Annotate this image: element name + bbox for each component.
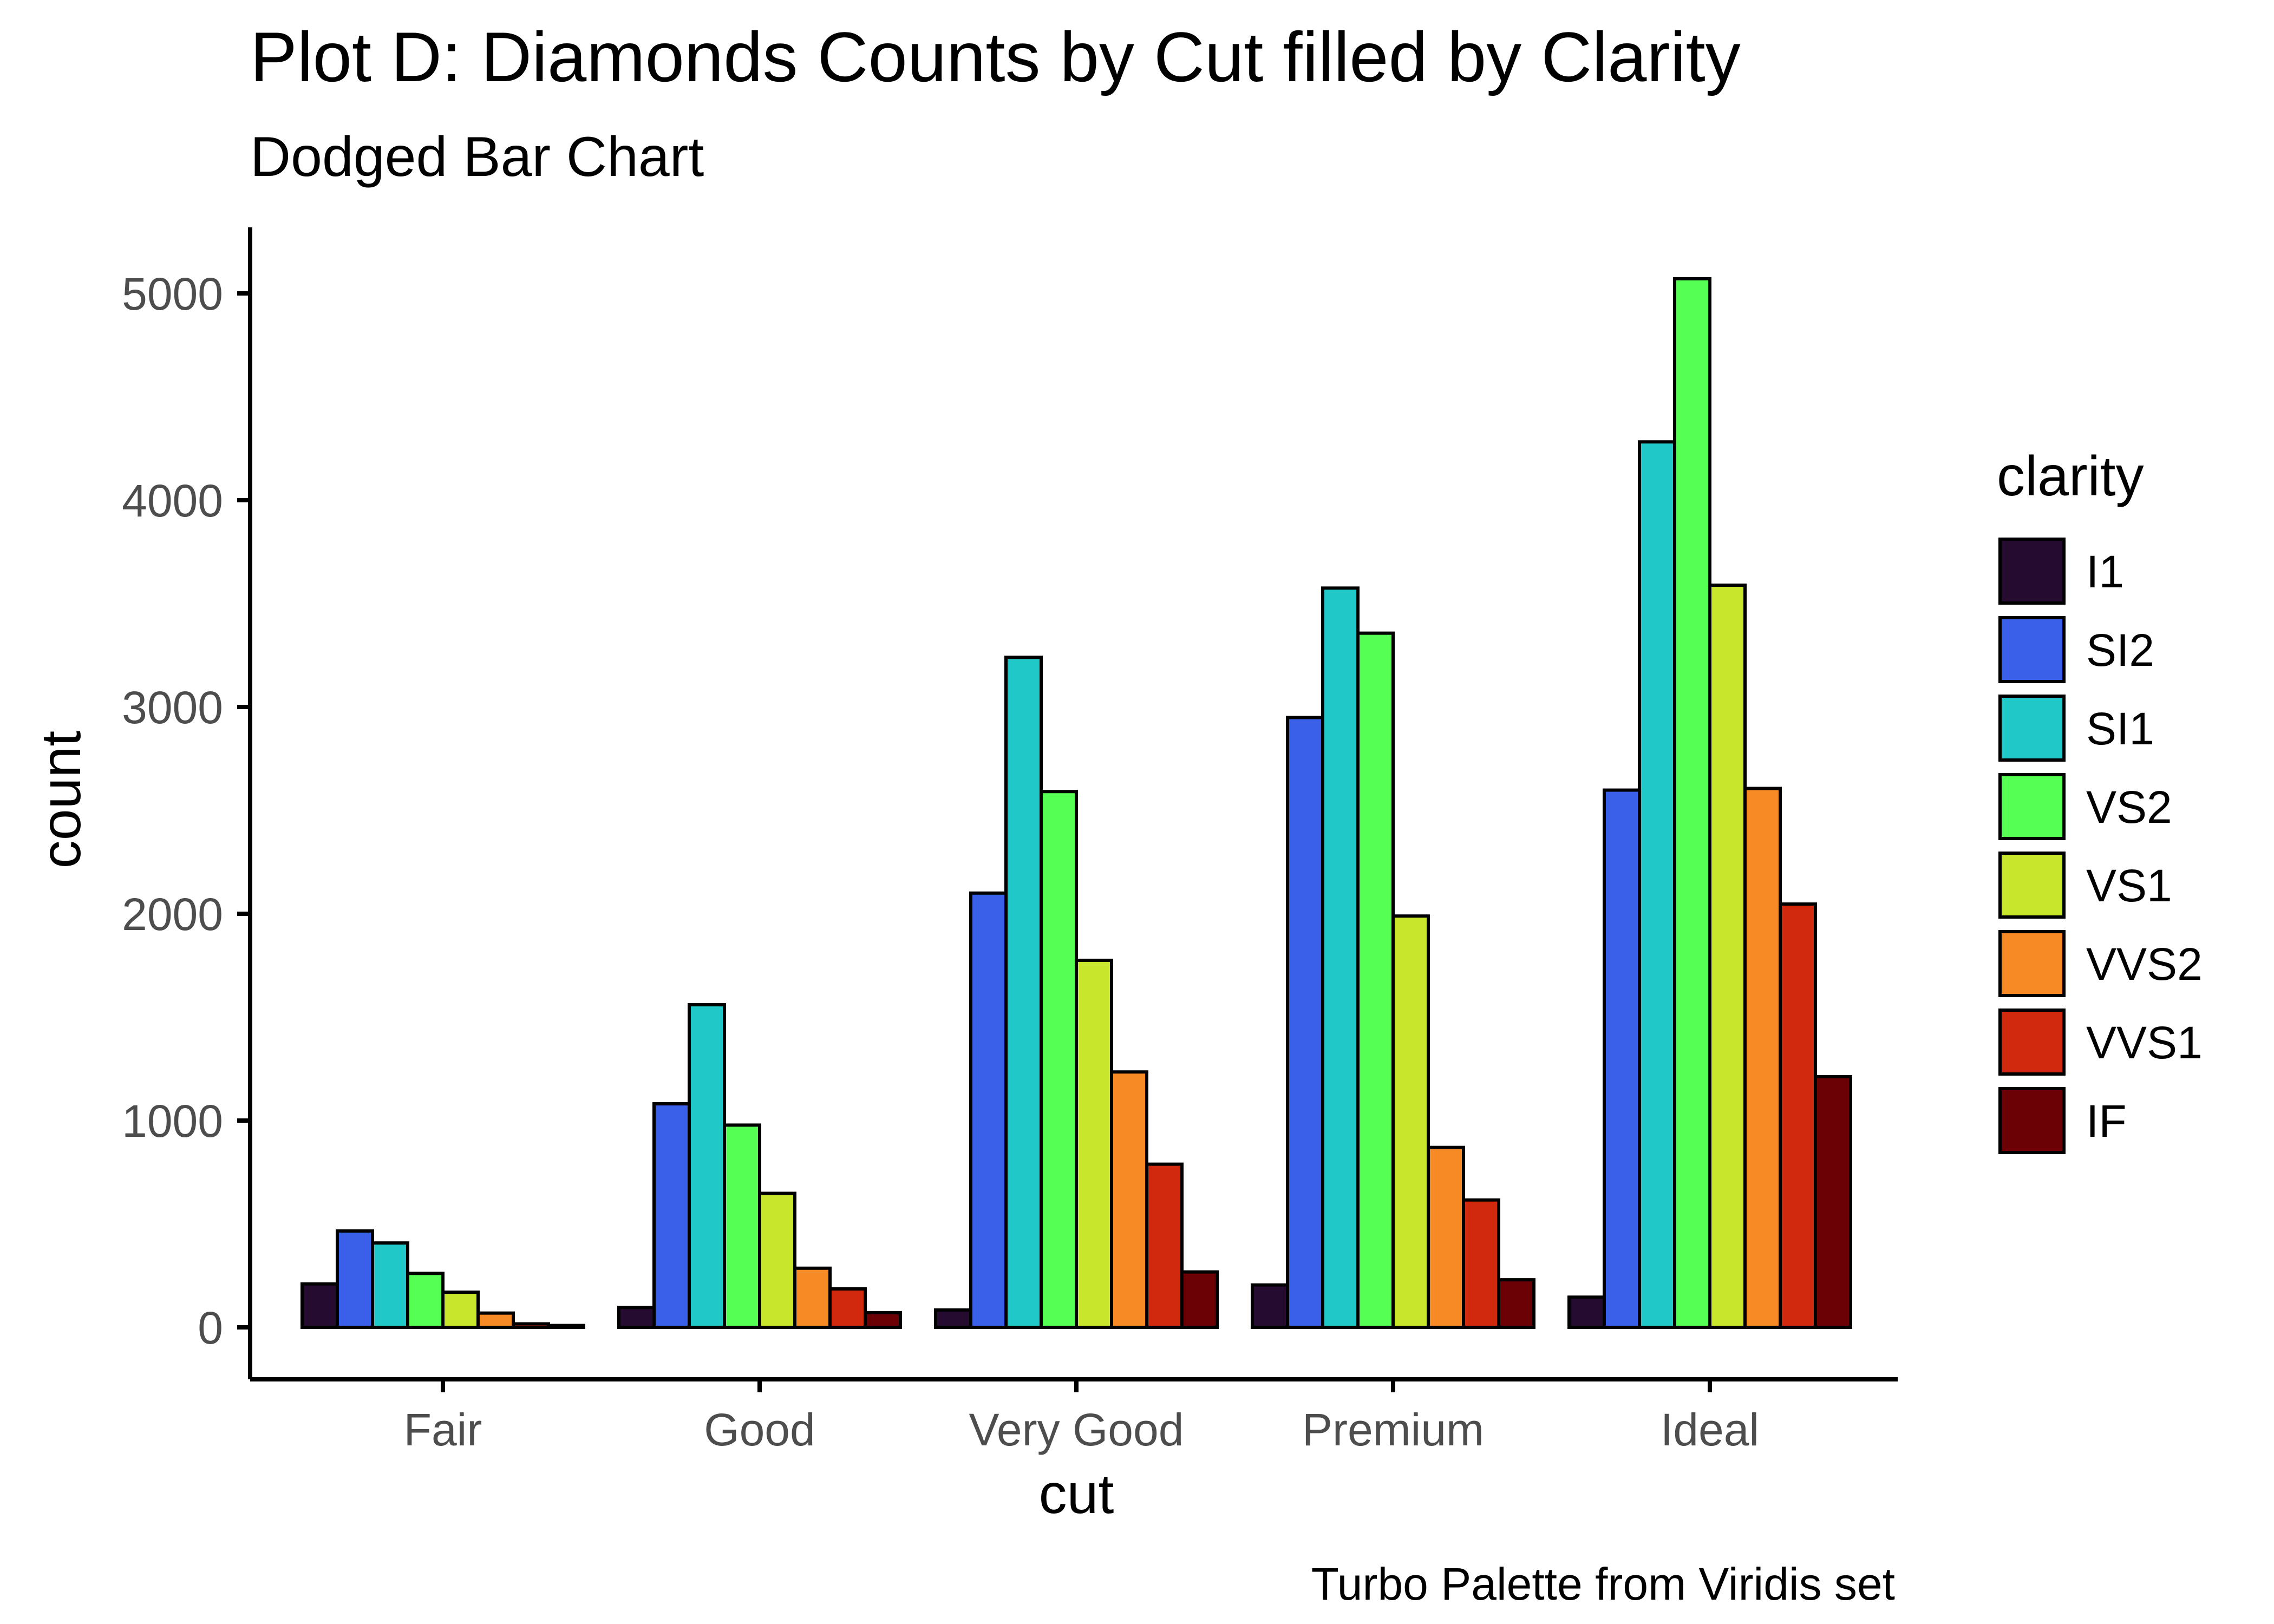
bar-ideal-si2 xyxy=(1603,788,1641,1330)
legend-label-si2: SI2 xyxy=(2086,625,2154,676)
legend: clarity I1 SI2 SI1 VS2 VS1 VVS2 VVS1 IF xyxy=(1997,445,2203,1154)
legend-key-i1 xyxy=(1998,538,2066,605)
bar-good-vs1 xyxy=(758,1191,796,1329)
legend-key-vvs2 xyxy=(1998,930,2066,997)
bar-premium-vvs2 xyxy=(1427,1145,1465,1329)
y-tick-label: 5000 xyxy=(122,269,223,319)
bar-good-si2 xyxy=(652,1102,691,1330)
bar-ideal-i1 xyxy=(1567,1295,1606,1329)
legend-label-vs1: VS1 xyxy=(2086,860,2172,911)
bar-ideal-vs1 xyxy=(1708,584,1747,1329)
legend-key-vs1 xyxy=(1998,852,2066,919)
legend-label-vvs2: VVS2 xyxy=(2086,939,2203,990)
legend-key-vs2 xyxy=(1998,773,2066,840)
bar-very-good-vvs2 xyxy=(1110,1070,1148,1329)
bar-good-i1 xyxy=(617,1306,656,1330)
plot-bars xyxy=(300,277,1852,1330)
bar-fair-vvs2 xyxy=(476,1311,515,1329)
bar-ideal-vs2 xyxy=(1673,277,1711,1329)
chart-subtitle: Dodged Bar Chart xyxy=(250,126,704,188)
bar-good-vs2 xyxy=(723,1123,761,1329)
bar-good-si1 xyxy=(688,1003,726,1329)
bar-fair-si1 xyxy=(371,1241,409,1329)
bar-fair-vs2 xyxy=(406,1272,445,1330)
x-tick-label-premium: Premium xyxy=(1302,1404,1484,1455)
legend-items: I1 SI2 SI1 VS2 VS1 VVS2 VVS1 IF xyxy=(1998,538,2203,1154)
legend-key-vvs1 xyxy=(1998,1009,2066,1076)
x-tick-label-ideal: Ideal xyxy=(1661,1404,1759,1455)
legend-label-i1: I1 xyxy=(2086,546,2124,597)
legend-title: clarity xyxy=(1997,445,2144,508)
legend-key-if xyxy=(1998,1087,2066,1154)
bar-good-vvs1 xyxy=(828,1287,867,1329)
bar-premium-si1 xyxy=(1321,586,1360,1329)
y-tick-label: 3000 xyxy=(122,682,223,733)
chart-caption: Turbo Palette from Viridis set xyxy=(1311,1558,1895,1609)
legend-key-si2 xyxy=(1998,616,2066,683)
bar-ideal-vvs1 xyxy=(1779,902,1817,1330)
legend-label-vs2: VS2 xyxy=(2086,782,2172,833)
chart-title: Plot D: Diamonds Counts by Cut filled by… xyxy=(250,17,1741,96)
bar-very-good-si1 xyxy=(1004,656,1043,1329)
bar-fair-si2 xyxy=(336,1229,374,1329)
bar-fair-if xyxy=(547,1324,585,1330)
y-tick-label: 0 xyxy=(198,1302,223,1353)
bar-very-good-vvs1 xyxy=(1145,1162,1184,1330)
legend-label-si1: SI1 xyxy=(2086,703,2154,754)
bar-ideal-if xyxy=(1814,1075,1852,1330)
bar-very-good-vs1 xyxy=(1075,958,1113,1329)
y-axis: 0 1000 2000 3000 4000 5000 xyxy=(122,227,252,1379)
x-tick-label-fair: Fair xyxy=(404,1404,482,1455)
y-axis-title: count xyxy=(30,731,93,869)
bar-premium-i1 xyxy=(1251,1283,1289,1329)
bar-good-vvs2 xyxy=(793,1266,832,1329)
bar-premium-vs2 xyxy=(1356,631,1395,1329)
bar-very-good-si2 xyxy=(969,891,1008,1330)
bar-premium-vvs1 xyxy=(1462,1198,1500,1329)
y-tick-label: 1000 xyxy=(122,1096,223,1147)
legend-label-if: IF xyxy=(2086,1096,2127,1147)
legend-label-vvs1: VVS1 xyxy=(2086,1017,2203,1068)
bar-fair-i1 xyxy=(300,1282,339,1330)
bar-fair-vs1 xyxy=(441,1291,480,1330)
bar-fair-vvs1 xyxy=(512,1322,550,1330)
y-tick-label: 4000 xyxy=(122,475,223,526)
bar-premium-vs1 xyxy=(1391,914,1430,1329)
bar-premium-if xyxy=(1497,1278,1535,1329)
bar-premium-si2 xyxy=(1286,716,1324,1329)
bar-very-good-i1 xyxy=(934,1308,972,1329)
x-axis-title: cut xyxy=(1039,1463,1114,1525)
legend-key-si1 xyxy=(1998,695,2066,762)
bar-very-good-vs2 xyxy=(1040,790,1078,1329)
bar-very-good-if xyxy=(1180,1270,1219,1330)
bar-ideal-si1 xyxy=(1638,440,1676,1329)
y-tick-label: 2000 xyxy=(122,889,223,940)
bar-good-if xyxy=(864,1311,902,1329)
bar-ideal-vvs2 xyxy=(1743,787,1782,1329)
x-tick-label-very-good: Very Good xyxy=(969,1404,1184,1455)
x-tick-label-good: Good xyxy=(704,1404,815,1455)
x-axis: Fair Good Very Good Premium Ideal xyxy=(250,1377,1898,1455)
